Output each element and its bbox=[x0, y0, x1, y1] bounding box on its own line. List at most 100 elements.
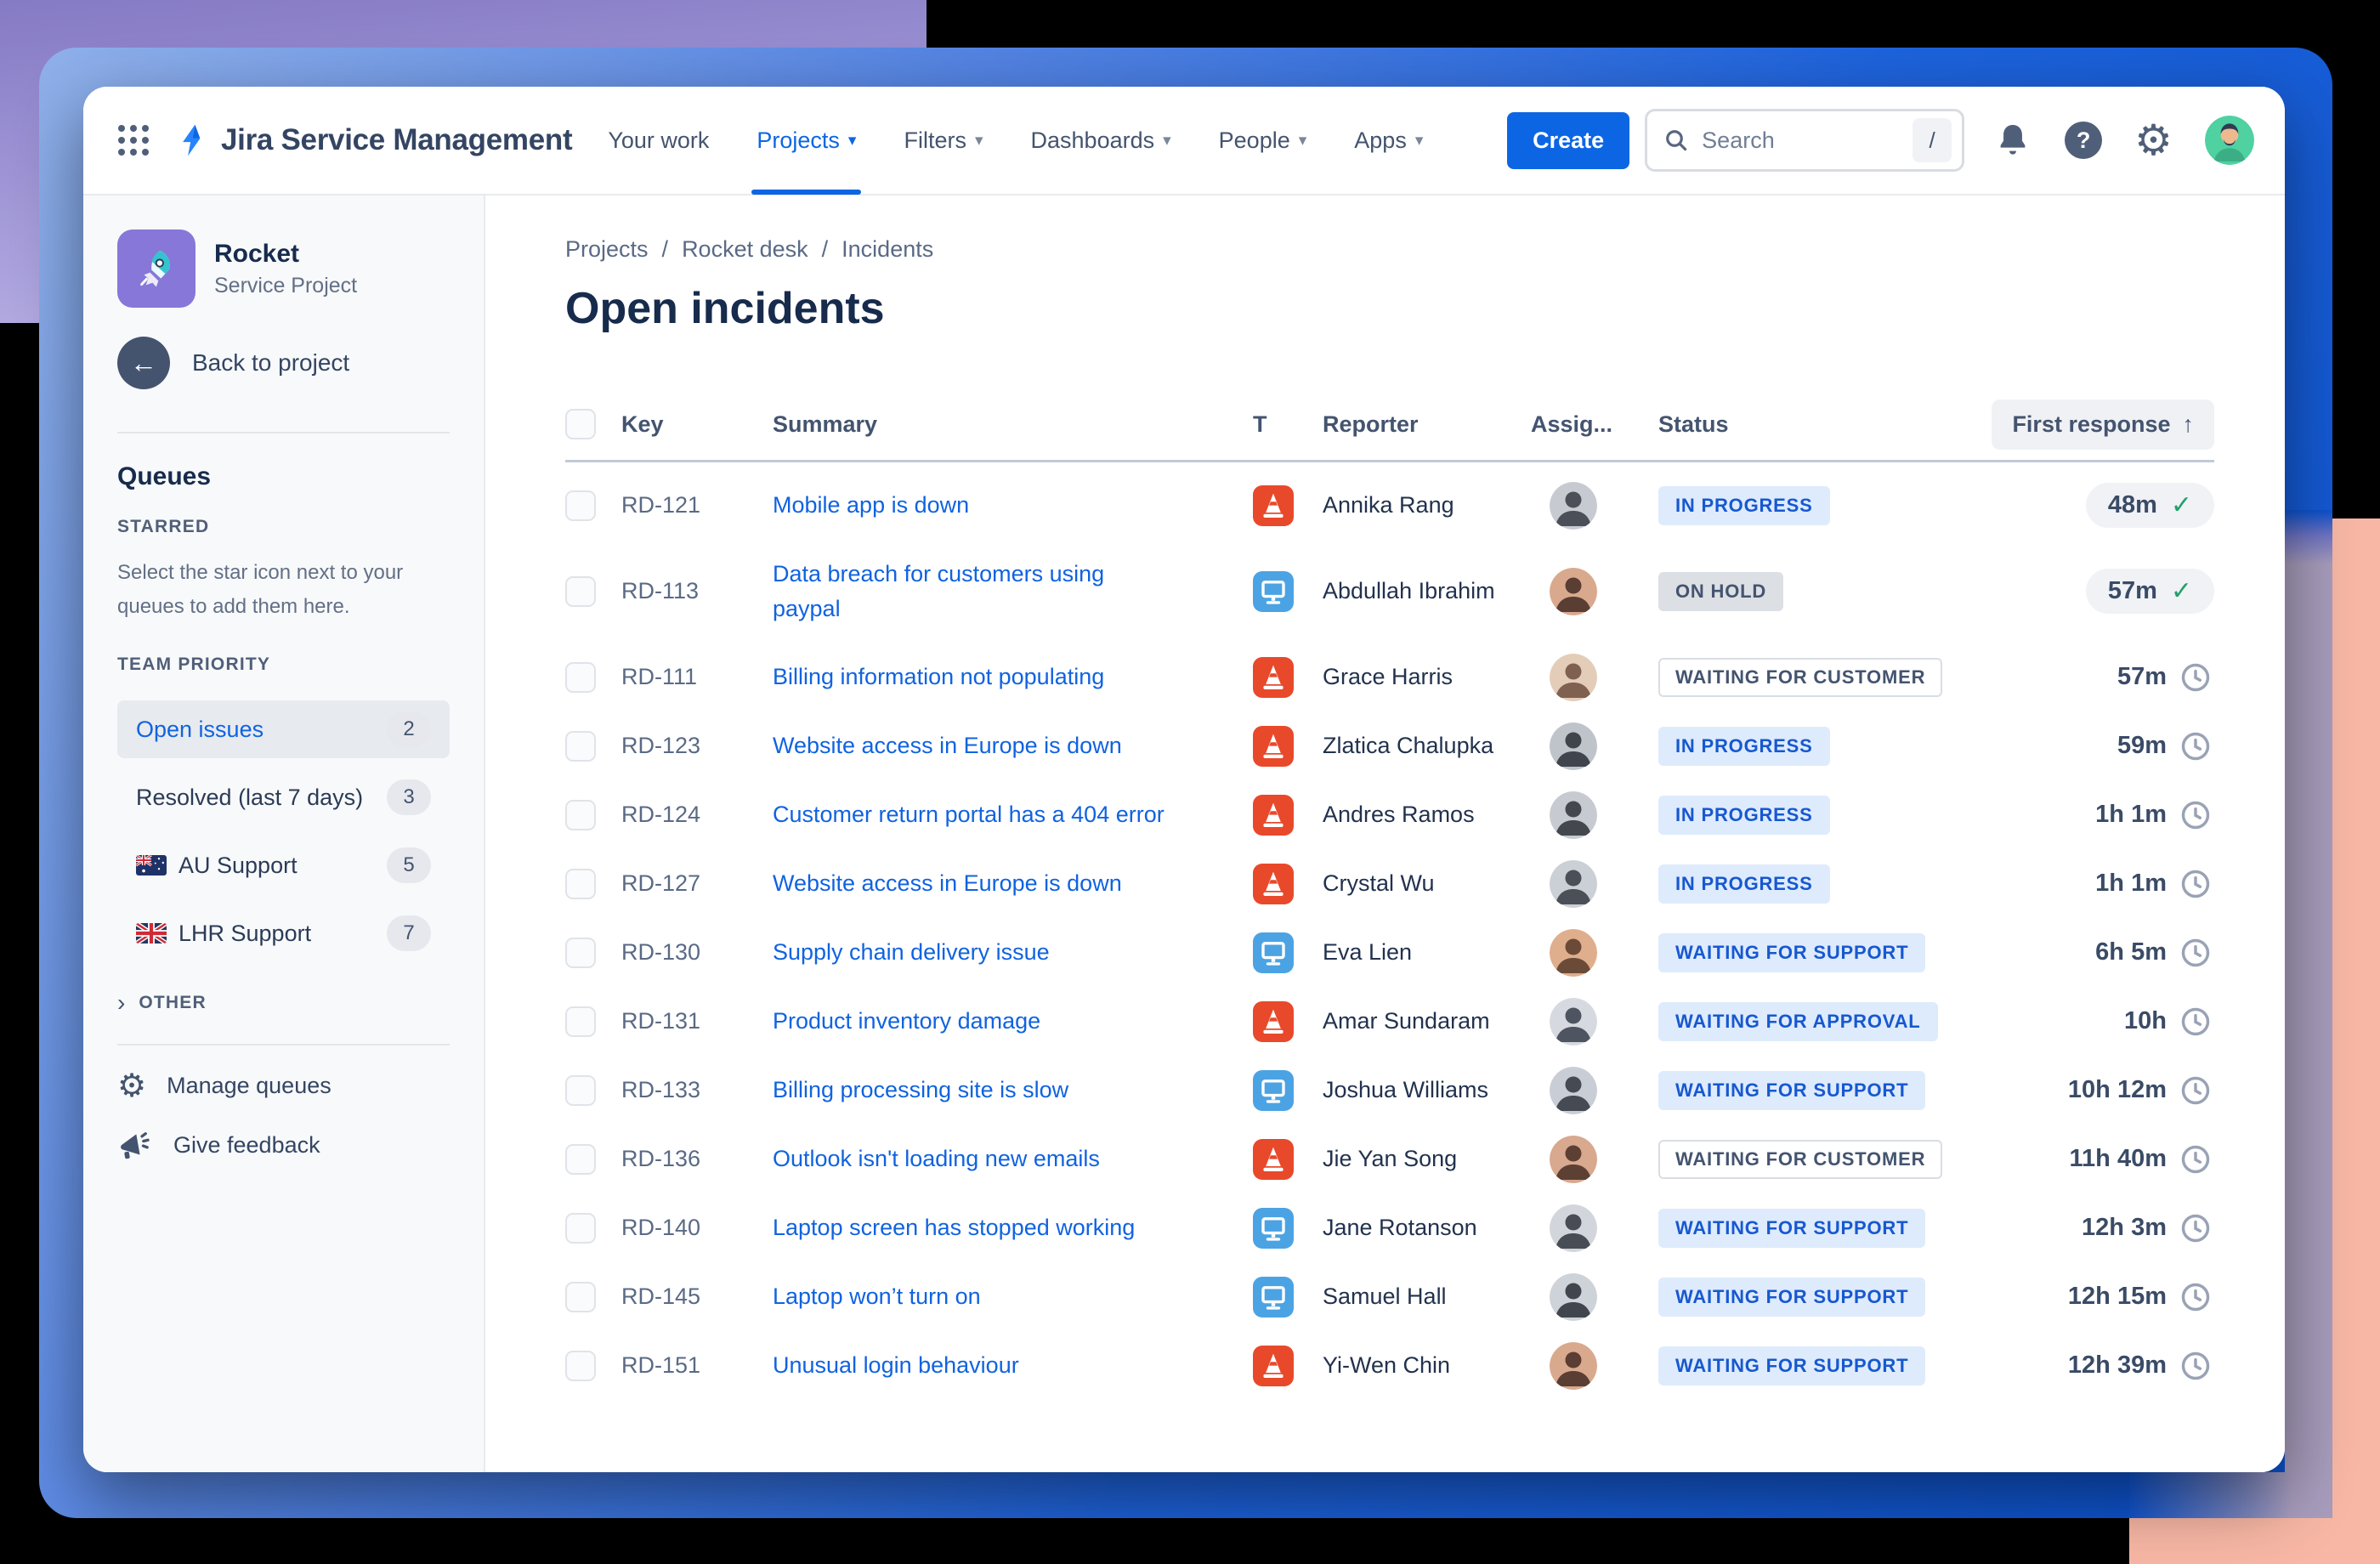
first-response-value: 57m bbox=[2117, 660, 2214, 694]
assignee-avatar[interactable] bbox=[1550, 859, 1597, 908]
nav-projects[interactable]: Projects ▾ bbox=[751, 87, 862, 195]
user-avatar[interactable] bbox=[2205, 116, 2254, 165]
first-response-value: 1h 1m bbox=[2095, 867, 2214, 901]
table-row: RD-130 Supply chain delivery issue Eva Lie… bbox=[565, 918, 2214, 987]
help-icon[interactable]: ? bbox=[2065, 122, 2103, 159]
assignee-avatar[interactable] bbox=[1550, 722, 1597, 770]
row-checkbox[interactable] bbox=[565, 730, 596, 762]
nav-apps[interactable]: Apps ▾ bbox=[1354, 127, 1424, 153]
header-type[interactable]: T bbox=[1253, 411, 1267, 437]
issue-summary-link[interactable]: Laptop screen has stopped working bbox=[773, 1215, 1136, 1241]
header-assignee[interactable]: Assig... bbox=[1531, 411, 1613, 437]
assignee-avatar[interactable] bbox=[1550, 1204, 1597, 1252]
issue-key: RD-123 bbox=[621, 733, 701, 758]
create-button[interactable]: Create bbox=[1507, 111, 1630, 169]
status-badge: WAITING FOR SUPPORT bbox=[1658, 1208, 1926, 1248]
product-logo[interactable]: Jira Service Management bbox=[175, 122, 573, 158]
issue-summary-link[interactable]: Data breach for customers using paypal bbox=[773, 561, 1105, 621]
header-status[interactable]: Status bbox=[1658, 411, 1729, 437]
row-checkbox[interactable] bbox=[565, 799, 596, 830]
row-checkbox[interactable] bbox=[565, 1074, 596, 1106]
header-reporter[interactable]: Reporter bbox=[1323, 411, 1419, 437]
row-checkbox[interactable] bbox=[565, 1006, 596, 1037]
sidebar-item-lhr-support[interactable]: LHR Support 7 bbox=[117, 904, 450, 962]
row-checkbox[interactable] bbox=[565, 1143, 596, 1175]
clock-icon bbox=[2181, 732, 2210, 760]
back-to-project[interactable]: ← Back to project bbox=[117, 337, 450, 389]
issue-summary-link[interactable]: Supply chain delivery issue bbox=[773, 939, 1050, 966]
issue-key: RD-131 bbox=[621, 1008, 701, 1034]
row-checkbox[interactable] bbox=[565, 490, 596, 521]
assignee-avatar[interactable] bbox=[1550, 790, 1597, 839]
reporter-name: Andres Ramos bbox=[1323, 802, 1475, 827]
row-checkbox[interactable] bbox=[565, 1350, 596, 1381]
issue-summary-link[interactable]: Mobile app is down bbox=[773, 492, 970, 518]
table-row: RD-121 Mobile app is down Annika Rang IN PR… bbox=[565, 471, 2214, 540]
topbar-icon-group: ? ⚙ bbox=[1993, 116, 2254, 165]
background-frame-fade-bottom bbox=[2129, 1472, 2332, 1518]
give-feedback-button[interactable]: Give feedback bbox=[117, 1127, 450, 1163]
settings-gear-icon[interactable]: ⚙ bbox=[2134, 116, 2173, 165]
header-summary[interactable]: Summary bbox=[773, 411, 878, 437]
assignee-avatar[interactable] bbox=[1550, 1135, 1597, 1183]
manage-queues-button[interactable]: ⚙ Manage queues bbox=[117, 1067, 332, 1104]
issue-summary-link[interactable]: Billing information not populating bbox=[773, 664, 1105, 690]
service-request-type-icon bbox=[1253, 570, 1294, 612]
search-input[interactable] bbox=[1700, 126, 1903, 155]
status-badge: IN PROGRESS bbox=[1658, 795, 1830, 835]
status-badge: IN PROGRESS bbox=[1658, 485, 1830, 525]
issue-summary-link[interactable]: Website access in Europe is down bbox=[773, 870, 1122, 897]
header-first-response-sort[interactable]: First response ↑ bbox=[1992, 399, 2214, 450]
status-badge: WAITING FOR CUSTOMER bbox=[1658, 657, 1943, 697]
reporter-name: Zlatica Chalupka bbox=[1323, 733, 1494, 758]
breadcrumb-incidents[interactable]: Incidents bbox=[842, 236, 934, 262]
issue-summary-link[interactable]: Customer return portal has a 404 error bbox=[773, 802, 1164, 828]
issue-summary-link[interactable]: Product inventory damage bbox=[773, 1008, 1041, 1034]
nav-your-work[interactable]: Your work bbox=[608, 127, 710, 153]
issue-summary-link[interactable]: Website access in Europe is down bbox=[773, 733, 1122, 759]
app-switcher-icon[interactable] bbox=[114, 121, 153, 160]
assignee-avatar[interactable] bbox=[1550, 1066, 1597, 1114]
nav-filters[interactable]: Filters ▾ bbox=[904, 127, 983, 153]
search-box[interactable]: / bbox=[1645, 109, 1965, 172]
issue-summary-link[interactable]: Laptop won’t turn on bbox=[773, 1284, 981, 1310]
assignee-avatar[interactable] bbox=[1550, 481, 1597, 530]
row-checkbox[interactable] bbox=[565, 661, 596, 693]
service-request-type-icon bbox=[1253, 1207, 1294, 1249]
assignee-avatar[interactable] bbox=[1550, 1341, 1597, 1390]
assignee-avatar[interactable] bbox=[1550, 997, 1597, 1046]
notifications-bell-icon[interactable] bbox=[1993, 121, 2032, 160]
issue-summary-link[interactable]: Unusual login behaviour bbox=[773, 1352, 1019, 1379]
assignee-avatar[interactable] bbox=[1550, 928, 1597, 977]
row-checkbox[interactable] bbox=[565, 1281, 596, 1312]
issue-summary-link[interactable]: Billing processing site is slow bbox=[773, 1077, 1069, 1103]
header-key[interactable]: Key bbox=[621, 411, 664, 437]
issue-key: RD-113 bbox=[621, 578, 700, 604]
sidebar-item-au-support[interactable]: AU Support 5 bbox=[117, 836, 450, 894]
row-checkbox[interactable] bbox=[565, 868, 596, 899]
nav-people[interactable]: People ▾ bbox=[1218, 127, 1307, 153]
assignee-avatar[interactable] bbox=[1550, 567, 1597, 615]
clock-icon bbox=[2181, 663, 2210, 691]
row-checkbox[interactable] bbox=[565, 937, 596, 968]
count-badge: 3 bbox=[387, 779, 431, 815]
breadcrumb-projects[interactable]: Projects bbox=[565, 236, 649, 262]
sidebar-item-open-issues[interactable]: Open issues 2 bbox=[117, 700, 450, 758]
jira-bolt-icon bbox=[183, 124, 201, 156]
status-badge: WAITING FOR SUPPORT bbox=[1658, 1277, 1926, 1317]
assignee-avatar[interactable] bbox=[1550, 653, 1597, 701]
select-all-checkbox[interactable] bbox=[565, 409, 596, 439]
chevron-right-icon: › bbox=[117, 989, 126, 1016]
project-header[interactable]: Rocket Service Project bbox=[117, 230, 450, 308]
nav-dashboards[interactable]: Dashboards ▾ bbox=[1030, 127, 1171, 153]
row-checkbox[interactable] bbox=[565, 1212, 596, 1244]
sidebar-item-resolved[interactable]: Resolved (last 7 days) 3 bbox=[117, 768, 450, 826]
breadcrumb-rocket-desk[interactable]: Rocket desk bbox=[682, 236, 808, 262]
sidebar-item-other[interactable]: › OTHER bbox=[117, 989, 207, 1016]
issue-summary-link[interactable]: Outlook isn't loading new emails bbox=[773, 1146, 1100, 1172]
assignee-avatar[interactable] bbox=[1550, 1272, 1597, 1321]
table-body: RD-121 Mobile app is down Annika Rang IN PR… bbox=[565, 471, 2214, 1400]
page-title: Open incidents bbox=[565, 284, 885, 333]
row-checkbox[interactable] bbox=[565, 575, 596, 607]
incident-type-icon bbox=[1253, 1000, 1294, 1042]
